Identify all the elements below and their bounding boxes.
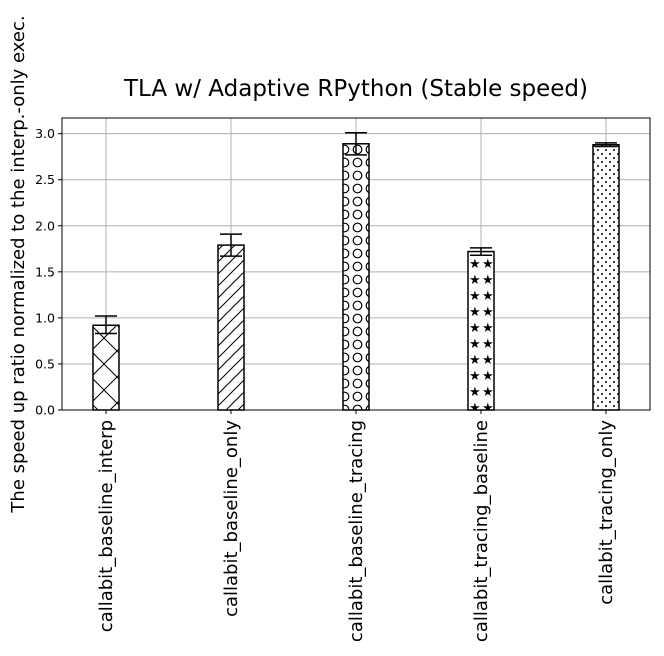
chart-title: TLA w/ Adaptive RPython (Stable speed)	[123, 76, 588, 102]
y-tick-label: 2.5	[35, 172, 55, 187]
y-tick-label: 1.0	[35, 310, 55, 325]
y-tick-label: 0.0	[35, 403, 55, 418]
x-tick-label: callabit_baseline_tracing	[346, 420, 367, 642]
y-tick-label: 1.5	[35, 264, 55, 279]
y-tick-label: 2.0	[35, 218, 55, 233]
y-axis-label: The speed up ratio normalized to the int…	[8, 15, 29, 513]
bar	[217, 244, 245, 411]
x-ticks: callabit_baseline_interp callabit_baselin…	[96, 410, 617, 642]
x-tick-label: callabit_baseline_interp	[96, 420, 117, 632]
error-bars-layer	[95, 131, 617, 335]
bar	[467, 250, 495, 411]
bar	[342, 143, 370, 411]
bars-layer	[92, 143, 620, 411]
y-tick-label: 0.5	[35, 356, 55, 371]
y-ticks: 0.0 0.5 1.0 1.5 2.0 2.5 3.0	[35, 126, 62, 418]
x-tick-label: callabit_tracing_baseline	[471, 420, 492, 642]
bar	[92, 324, 120, 411]
bar	[592, 143, 620, 411]
x-tick-label: callabit_baseline_only	[221, 420, 242, 617]
x-tick-label: callabit_tracing_only	[596, 420, 617, 605]
y-tick-label: 3.0	[35, 126, 55, 141]
